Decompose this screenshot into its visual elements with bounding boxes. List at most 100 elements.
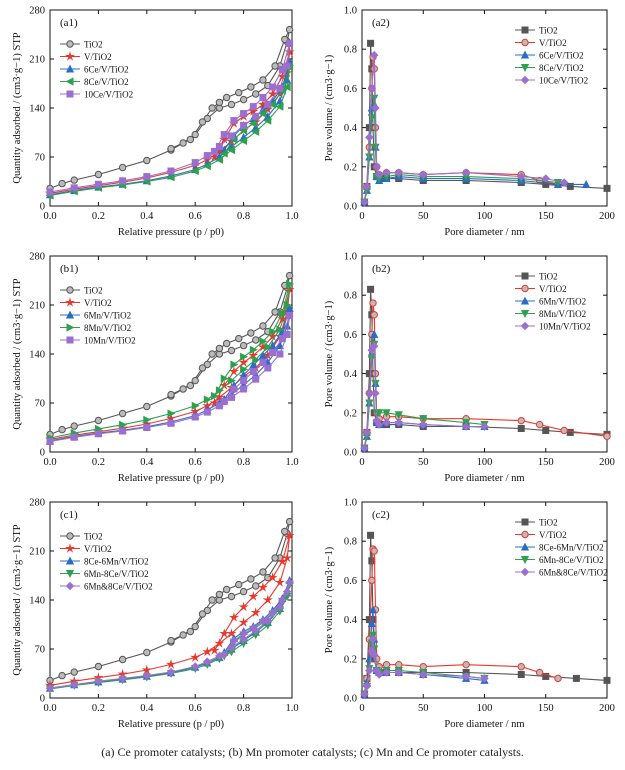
legend-marker: [65, 581, 75, 591]
y-tick-label: 0.4: [344, 615, 358, 626]
data-point: [264, 364, 272, 372]
data-point: [167, 167, 175, 175]
data-point: [382, 418, 391, 427]
data-point: [118, 163, 127, 172]
data-point: [284, 46, 295, 57]
data-point: [94, 416, 103, 425]
data-point: [247, 329, 255, 337]
x-tick-label: 100: [477, 703, 493, 714]
data-point: [274, 577, 285, 587]
data-point: [165, 659, 177, 669]
data-point: [285, 25, 294, 34]
panel-label: (b2): [372, 263, 391, 275]
y-axis-label: Quantity adsorbed / (cm3·g−1) STP: [12, 278, 23, 429]
x-tick-label: 0: [359, 211, 364, 222]
data-point: [282, 552, 293, 563]
data-point: [252, 375, 260, 383]
data-point: [285, 271, 294, 280]
legend-marker: [66, 40, 74, 48]
data-point: [249, 623, 258, 633]
data-point: [517, 172, 526, 181]
data-point: [283, 330, 291, 338]
y-tick-label: 0: [40, 448, 45, 459]
data-point: [370, 341, 379, 351]
data-point: [285, 304, 294, 313]
data-point: [69, 680, 79, 689]
data-point: [191, 376, 199, 385]
legend-label: V/TiO2: [84, 52, 112, 62]
legend-marker: [520, 567, 530, 577]
x-tick-label: 50: [418, 703, 429, 714]
data-point: [368, 605, 378, 614]
data-point: [278, 66, 286, 74]
x-tick-label: 200: [599, 457, 615, 468]
data-point: [186, 627, 195, 636]
legend-marker: [66, 336, 74, 344]
data-point: [240, 385, 248, 393]
data-point: [235, 334, 243, 343]
legend-label: 6Mn&8Ce/V/TiO2: [84, 582, 153, 592]
data-point: [554, 674, 562, 683]
y-tick-label: 210: [29, 547, 45, 558]
data-point: [203, 606, 212, 615]
legend-marker: [521, 26, 529, 34]
data-point: [119, 427, 127, 435]
legend-label: 10Ce/V/TiO2: [539, 76, 588, 86]
y-tick-label: 210: [29, 55, 45, 66]
series-line: [363, 344, 485, 449]
data-point: [248, 119, 257, 128]
data-point: [166, 667, 176, 677]
legend-label: 6Mn-8Ce/V/TiO2: [539, 555, 604, 565]
x-axis-label: Relative pressure (p / p0): [118, 719, 225, 730]
y-axis-label: Pore volume / (cm3·g−1): [324, 54, 335, 161]
y-tick-label: 140: [29, 350, 45, 361]
legend-marker: [521, 284, 529, 293]
data-point: [239, 95, 248, 104]
panel-b1: 0.0 0.2 0.4 0.6 0.8 1.0 0 70 140 210 280 Relative p…: [12, 252, 299, 485]
data-point: [240, 377, 248, 385]
data-point: [94, 180, 102, 188]
legend-marker: [66, 323, 75, 332]
data-point: [227, 100, 236, 109]
data-point: [267, 88, 278, 99]
legend-marker: [65, 77, 74, 86]
data-point: [365, 133, 374, 142]
x-tick-label: 150: [538, 703, 554, 714]
x-tick-label: 0.6: [189, 457, 202, 468]
data-point: [367, 84, 377, 93]
x-axis-label: Relative pressure (p / p0): [118, 227, 225, 238]
data-point: [375, 409, 384, 418]
data-point: [278, 309, 287, 318]
data-point: [566, 182, 574, 190]
y-tick-label: 0.2: [344, 162, 357, 173]
x-tick-label: 0.2: [92, 457, 105, 468]
y-tick-label: 0.0: [344, 448, 357, 459]
data-point: [286, 311, 294, 319]
data-point: [240, 110, 248, 118]
data-point: [198, 610, 207, 618]
x-tick-label: 200: [599, 211, 615, 222]
data-point: [461, 168, 471, 177]
data-point: [118, 674, 127, 683]
data-point: [219, 134, 230, 144]
legend-marker: [520, 321, 530, 331]
data-point: [275, 602, 285, 612]
data-point: [179, 139, 187, 147]
x-axis-label: Relative pressure (p / p0): [118, 473, 225, 484]
legend-marker: [65, 64, 75, 73]
data-point: [285, 517, 294, 526]
data-point: [215, 344, 224, 353]
legend-label: 10Ce/V/TiO2: [84, 90, 133, 100]
data-point: [369, 299, 377, 307]
y-tick-label: 140: [29, 596, 45, 607]
legend-marker: [64, 297, 76, 307]
data-point: [119, 420, 128, 429]
y-tick-label: 0.8: [344, 537, 357, 548]
data-point: [395, 660, 403, 669]
data-point: [367, 619, 376, 628]
data-point: [227, 643, 236, 652]
legend-label: 6Mn/V/TiO2: [539, 297, 586, 307]
data-point: [215, 386, 224, 395]
data-point: [94, 662, 103, 671]
data-point: [119, 177, 127, 185]
